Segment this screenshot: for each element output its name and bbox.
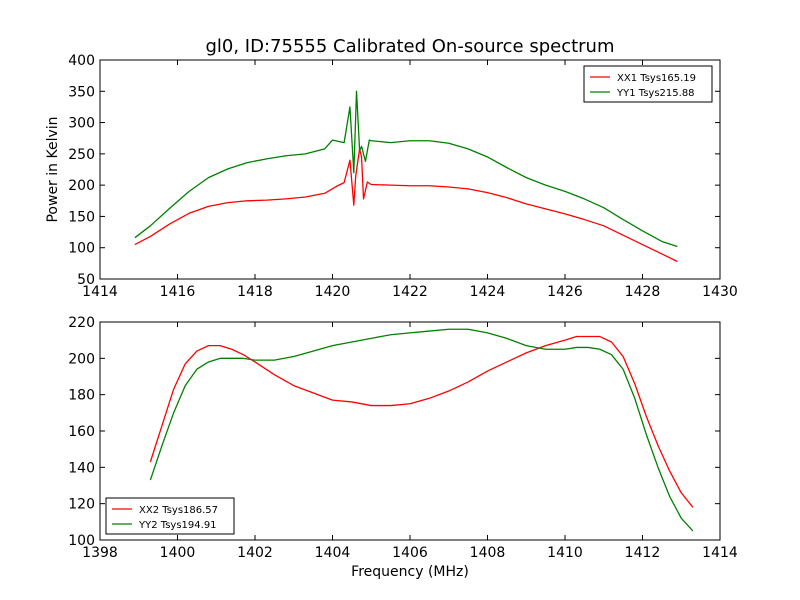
top-legend-box: [583, 65, 713, 103]
top-plot-panel: 1414 1416 1418 1420 1422 1424 1426 1428 1430 50 10…: [68, 53, 738, 300]
bottom-y-tick-label: 220: [68, 315, 95, 331]
top-x-tick-label: 1414: [82, 284, 118, 300]
top-y-tick-label: 250: [68, 147, 95, 163]
bottom-plot-panel: 1398 1400 1402 1404 1406 1408 1410 1412 1414 100 1…: [68, 315, 738, 561]
bottom-x-tick-label: 1402: [237, 545, 273, 561]
top-legend: XX1 Tsys165.19 YY1 Tsys215.88: [583, 65, 713, 103]
bottom-x-tick-label: 1400: [160, 545, 196, 561]
top-y-tick-label: 350: [68, 84, 95, 100]
bottom-series-line-1: [149, 335, 694, 508]
top-y-tick-label: 200: [68, 178, 95, 194]
chart-title: gl0, ID:75555 Calibrated On-source spect…: [205, 36, 614, 57]
bottom-y-tick-label: 180: [68, 388, 95, 404]
bottom-x-axis-label: Frequency (MHz): [351, 564, 469, 580]
bottom-y-tick-label: 160: [68, 424, 95, 440]
bottom-x-tick-label: 1398: [82, 545, 118, 561]
bottom-y-tick-label: 100: [68, 533, 95, 549]
bottom-x-tick-label: 1414: [702, 545, 738, 561]
top-x-tick-label: 1430: [702, 284, 738, 300]
bottom-y-tick-label: 120: [68, 497, 95, 513]
bottom-x-tick-label: 1412: [625, 545, 661, 561]
top-y-tick-label: 50: [77, 272, 95, 288]
bottom-series-line-2: [149, 328, 694, 532]
bottom-legend-label-2: YY2 Tsys194.91: [138, 520, 217, 531]
top-x-tick-label: 1422: [392, 284, 428, 300]
top-y-tick-label: 150: [68, 209, 95, 225]
top-x-tick-label: 1426: [547, 284, 583, 300]
top-y-tick-label: 100: [68, 241, 95, 257]
top-y-tick-label: 300: [68, 116, 95, 132]
bottom-y-tick-label: 200: [68, 351, 95, 367]
top-legend-label-1: XX1 Tsys165.19: [617, 73, 696, 84]
bottom-x-tick-label: 1406: [392, 545, 428, 561]
top-y-tick-label: 400: [68, 53, 95, 69]
top-x-tick-label: 1420: [315, 284, 351, 300]
top-y-axis-label: Power in Kelvin: [45, 116, 61, 222]
top-x-tick-label: 1428: [625, 284, 661, 300]
bottom-x-tick-label: 1410: [547, 545, 583, 561]
bottom-y-tick-label: 140: [68, 460, 95, 476]
top-legend-label-2: YY1 Tsys215.88: [616, 88, 695, 99]
top-series-line-2: [134, 90, 678, 248]
top-x-tick-label: 1424: [470, 284, 506, 300]
top-x-tick-label: 1418: [237, 284, 273, 300]
bottom-legend-label-1: XX2 Tsys186.57: [139, 505, 218, 516]
bottom-x-tick-label: 1408: [470, 545, 506, 561]
bottom-legend-box: [105, 497, 235, 535]
bottom-x-tick-label: 1404: [315, 545, 351, 561]
top-series-line-1: [134, 148, 678, 263]
top-x-tick-label: 1416: [160, 284, 196, 300]
bottom-legend: XX2 Tsys186.57 YY2 Tsys194.91: [105, 497, 235, 535]
